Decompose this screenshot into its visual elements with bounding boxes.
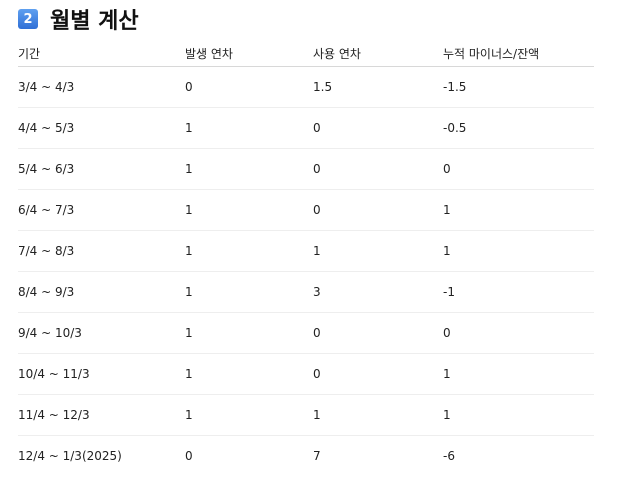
cell-used: 0 (313, 353, 443, 395)
table-row: 12/4 ~ 1/3(2025) 0 7 -6 (18, 436, 594, 477)
cell-used: 0 (313, 189, 443, 231)
cell-period: 9/4 ~ 10/3 (18, 312, 185, 354)
cell-used: 1.5 (313, 66, 443, 108)
cell-balance: -1.5 (443, 66, 594, 108)
cell-balance: -1 (443, 271, 594, 313)
cell-balance: 1 (443, 189, 594, 231)
cell-period: 8/4 ~ 9/3 (18, 271, 185, 313)
cell-used: 0 (313, 148, 443, 190)
header-accrued: 발생 연차 (185, 40, 313, 67)
cell-period: 12/4 ~ 1/3(2025) (18, 449, 122, 463)
cell-accrued: 1 (185, 107, 313, 149)
cell-accrued: 1 (185, 394, 313, 436)
cell-used: 1 (313, 394, 443, 436)
cell-accrued: 0 (185, 449, 193, 463)
cell-period: 7/4 ~ 8/3 (18, 230, 185, 272)
table-row: 6/4 ~ 7/3 1 0 1 (18, 189, 594, 231)
table-row: 5/4 ~ 6/3 1 0 0 (18, 148, 594, 190)
table-row: 11/4 ~ 12/3 1 1 1 (18, 394, 594, 436)
cell-period: 11/4 ~ 12/3 (18, 394, 185, 436)
monthly-table: 기간 발생 연차 사용 연차 누적 마이너스/잔액 3/4 ~ 4/3 0 1.5-… (18, 40, 594, 476)
cell-used: 0 (313, 312, 443, 354)
number-2-icon: 2 (18, 9, 38, 29)
cell-accrued: 1 (185, 353, 313, 395)
cell-balance: 0 (443, 148, 594, 190)
table-row: 10/4 ~ 11/3 1 0 1 (18, 353, 594, 395)
cell-used: 7 (313, 449, 321, 463)
header-period: 기간 (18, 40, 185, 67)
cell-balance: 1 (443, 394, 594, 436)
cell-accrued: 0 (185, 66, 313, 108)
table-row: 4/4 ~ 5/3 1 0 -0.5 (18, 107, 594, 149)
section-title-text: 월별 계산 (50, 9, 139, 34)
cell-accrued: 1 (185, 271, 313, 313)
header-used: 사용 연차 (313, 40, 443, 67)
header-balance: 누적 마이너스/잔액 (443, 40, 594, 67)
cell-used: 0 (313, 107, 443, 149)
cell-used: 1 (313, 230, 443, 272)
section-title: 2 월별 계산 (18, 4, 139, 34)
cell-period: 10/4 ~ 11/3 (18, 353, 185, 395)
cell-period: 6/4 ~ 7/3 (18, 189, 185, 231)
cell-accrued: 1 (185, 230, 313, 272)
cell-period: 5/4 ~ 6/3 (18, 148, 185, 190)
cell-accrued: 1 (185, 148, 313, 190)
cell-balance: 0 (443, 312, 594, 354)
cell-period: 3/4 ~ 4/3 (18, 66, 185, 108)
cell-accrued: 1 (185, 312, 313, 354)
cell-balance: 1 (443, 353, 594, 395)
cell-balance: -0.5 (443, 107, 594, 149)
cell-period: 4/4 ~ 5/3 (18, 107, 185, 149)
table-row: 9/4 ~ 10/3 1 0 0 (18, 312, 594, 354)
table-header: 기간 발생 연차 사용 연차 누적 마이너스/잔액 (18, 40, 594, 67)
table-row: 3/4 ~ 4/3 0 1.5 -1.5 (18, 66, 594, 108)
cell-used: 3 (313, 271, 443, 313)
cell-accrued: 1 (185, 189, 313, 231)
cell-balance: 1 (443, 230, 594, 272)
cell-balance: -6 (443, 449, 455, 463)
table-row: 7/4 ~ 8/3 1 1 1 (18, 230, 594, 272)
table-row: 8/4 ~ 9/3 1 3 -1 (18, 271, 594, 313)
